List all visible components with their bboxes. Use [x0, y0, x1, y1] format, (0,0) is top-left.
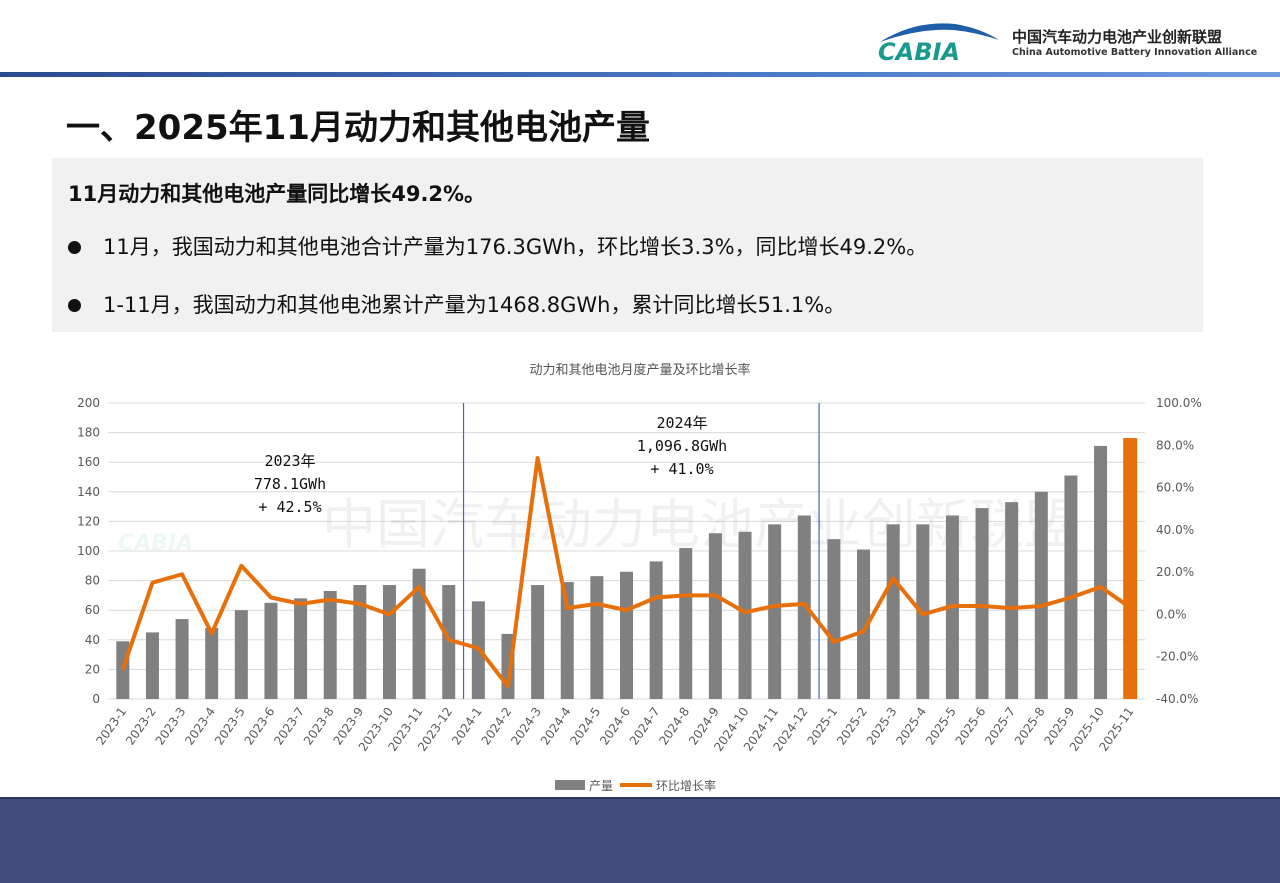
cabia-logo: CABIA	[878, 23, 999, 63]
watermark-text: 中国汽车动力电池产业创新联盟	[322, 493, 1078, 556]
y-right-tick-label: 60.0%	[1156, 481, 1194, 495]
bar	[590, 576, 604, 699]
bar	[857, 549, 871, 699]
chart-title: 动力和其他电池月度产量及环比增长率	[529, 363, 751, 378]
summary-bullet: 1-11月，我国动力和其他电池累计产量为1468.8GWh，累计同比增长51.1…	[68, 290, 845, 320]
svg-text:CABIA: CABIA	[878, 38, 960, 63]
bar	[1034, 491, 1048, 699]
y-left-tick-label: 40	[85, 633, 100, 647]
combo-chart: 0 20 40 60 80 100 120 140 160 180 200 -40.0% -20.0% 0…	[77, 396, 1202, 793]
y-left-tick-label: 80	[85, 574, 100, 588]
header-divider	[0, 72, 1280, 77]
legend-swatch-bar	[555, 780, 585, 790]
y-right-tick-label: -20.0%	[1156, 650, 1198, 664]
year-annotation: 1,096.8GWh	[637, 437, 727, 455]
bar	[175, 619, 189, 699]
bar	[531, 585, 545, 699]
legend-label: 产量	[589, 779, 613, 793]
bar	[1064, 475, 1078, 699]
bar	[886, 524, 900, 699]
org-name-en: China Automotive Battery Innovation Alli…	[1012, 47, 1258, 58]
y-left-tick-label: 60	[85, 603, 100, 617]
bar	[708, 533, 722, 699]
bar	[294, 598, 308, 699]
y-left-tick-label: 20	[85, 662, 100, 676]
y-right-tick-label: 100.0%	[1156, 396, 1202, 410]
y-left-tick-label: 100	[77, 544, 100, 558]
bullet-dot-icon	[68, 240, 81, 254]
y-left-tick-label: 200	[77, 396, 100, 410]
bar	[560, 582, 574, 699]
bar	[1094, 445, 1108, 699]
page-title: 一、2025年11月动力和其他电池产量	[66, 108, 650, 148]
y-right-tick-label: 20.0%	[1156, 565, 1194, 579]
year-annotation: 2023年	[264, 452, 315, 470]
summary-box: 11月动力和其他电池产量同比增长49.2%。 11月，我国动力和其他电池合计产量…	[52, 158, 1203, 332]
bar	[353, 585, 367, 699]
bar	[205, 627, 219, 699]
footer-band	[0, 797, 1280, 883]
bar	[382, 585, 396, 699]
y-left-tick-label: 160	[77, 455, 100, 469]
legend-label: 环比增长率	[656, 778, 716, 793]
y-right-tick-label: 40.0%	[1156, 523, 1194, 537]
bar	[145, 632, 159, 699]
y-left-tick-label: 0	[92, 692, 100, 706]
bar	[442, 585, 456, 699]
bar	[620, 571, 633, 699]
bar	[234, 610, 248, 699]
bar	[649, 561, 663, 699]
year-annotation: 778.1GWh	[254, 475, 326, 493]
y-right-tick-label: 80.0%	[1156, 438, 1194, 452]
bar	[264, 602, 278, 699]
org-name-cn: 中国汽车动力电池产业创新联盟	[1012, 28, 1223, 46]
bar	[827, 539, 841, 699]
bar	[797, 515, 811, 699]
header: CABIA 中国汽车动力电池产业创新联盟 China Automotive Ba…	[0, 0, 1280, 72]
year-annotation: + 42.5%	[258, 498, 321, 516]
y-right-tick-label: -40.0%	[1156, 692, 1198, 706]
bar	[412, 568, 426, 699]
bullet-text: 1-11月，我国动力和其他电池累计产量为1468.8GWh，累计同比增长51.1…	[103, 293, 846, 317]
bullet-text: 11月，我国动力和其他电池合计产量为176.3GWh，环比增长3.3%，同比增长…	[103, 235, 928, 259]
bar	[738, 531, 752, 699]
y-left-tick-label: 180	[77, 426, 100, 440]
summary-headline: 11月动力和其他电池产量同比增长49.2%。	[68, 182, 486, 206]
y-left-tick-label: 120	[77, 514, 100, 528]
y-left-tick-label: 140	[77, 485, 100, 499]
bar	[679, 548, 693, 699]
bar	[768, 524, 782, 699]
bar	[1123, 438, 1138, 699]
year-annotation: 2024年	[656, 414, 707, 432]
y-right-tick-label: 0.0%	[1156, 607, 1187, 621]
year-annotation: + 41.0%	[650, 460, 713, 478]
summary-bullet: 11月，我国动力和其他电池合计产量为176.3GWh，环比增长3.3%，同比增长…	[68, 232, 927, 262]
bar	[323, 590, 337, 699]
bar	[1005, 502, 1019, 699]
bullet-dot-icon	[68, 298, 81, 312]
watermark-logo: CABIA	[118, 531, 193, 556]
bar	[975, 508, 989, 699]
